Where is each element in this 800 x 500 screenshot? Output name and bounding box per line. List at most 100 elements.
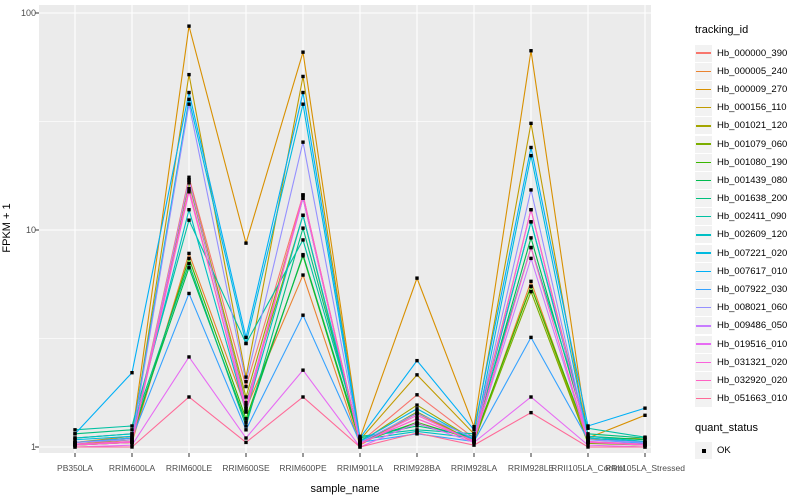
data-point (415, 421, 419, 425)
data-point (130, 445, 134, 449)
legend-label: Hb_000156_110 (717, 102, 787, 114)
series-color-line-icon (696, 325, 711, 327)
data-point (244, 375, 248, 379)
data-point (73, 445, 77, 449)
data-point (301, 226, 305, 230)
legend-entry-Hb_001080_190: Hb_001080_190 (695, 153, 799, 171)
legend-entry-Hb_001079_060: Hb_001079_060 (695, 135, 799, 153)
data-point (244, 424, 248, 428)
data-point (415, 417, 419, 421)
data-point (244, 384, 248, 389)
data-point (130, 438, 134, 442)
legend-label: Hb_002609_120 (717, 229, 788, 241)
data-point (301, 368, 305, 372)
legend-entry-Hb_009486_050: Hb_009486_050 (695, 317, 799, 335)
data-point (187, 24, 191, 28)
data-point (529, 236, 533, 240)
data-point (529, 208, 533, 212)
legend-entry-Hb_051663_010: Hb_051663_010 (695, 390, 799, 408)
x-axis-title: sample_name (310, 483, 380, 495)
legend-key-swatch (695, 80, 712, 98)
data-point (643, 435, 647, 439)
data-point (301, 140, 305, 144)
data-point (187, 175, 191, 179)
data-point (301, 395, 305, 399)
data-point (529, 245, 533, 250)
data-point (244, 335, 248, 340)
legend-label: Hb_019516_010 (717, 338, 788, 350)
data-point (529, 335, 533, 340)
legend-label: Hb_001080_190 (717, 156, 788, 168)
legend-key-swatch (695, 390, 712, 408)
legend-entry-Hb_000156_110: Hb_000156_110 (695, 99, 799, 117)
data-point (529, 284, 533, 289)
data-point (73, 436, 77, 440)
legend: tracking_id Hb_000000_390 Hb_000005_240 Hb… (695, 24, 799, 460)
series-color-line-icon (696, 161, 711, 163)
data-point (187, 97, 191, 102)
data-point (73, 428, 77, 432)
data-point (187, 251, 191, 256)
series-color-line-icon (696, 361, 711, 363)
data-point (187, 395, 191, 399)
data-point (187, 291, 191, 296)
legend-entry-Hb_032920_020: Hb_032920_020 (695, 371, 799, 389)
data-point (244, 440, 248, 445)
data-point (643, 440, 647, 445)
data-point (244, 420, 248, 424)
data-point (529, 121, 533, 126)
data-point (301, 238, 305, 242)
data-point (244, 436, 248, 440)
data-point (415, 276, 419, 280)
data-point (187, 208, 191, 212)
data-point (244, 407, 248, 411)
data-point (73, 438, 77, 442)
data-point (586, 436, 590, 440)
data-point (73, 432, 77, 436)
data-point (244, 428, 248, 432)
quant-status-key (695, 442, 712, 460)
y-tick-label-10: 10 (25, 225, 36, 235)
data-point (187, 266, 191, 270)
series-color-line-icon (696, 106, 711, 109)
legend-entry-Hb_001021_120: Hb_001021_120 (695, 117, 799, 135)
legend-entry-Hb_008021_060: Hb_008021_060 (695, 299, 799, 317)
legend-label: Hb_000005_240 (717, 65, 788, 77)
legend-entry-Hb_000009_270: Hb_000009_270 (695, 80, 799, 98)
data-point (529, 395, 533, 399)
legend-key-swatch (695, 62, 712, 80)
data-point (586, 432, 590, 436)
data-point (301, 213, 305, 217)
data-point (472, 425, 476, 429)
data-point (529, 220, 533, 224)
data-point (415, 431, 419, 435)
legend-title-tracking-id: tracking_id (695, 24, 749, 36)
data-point (187, 218, 191, 222)
point-icon (701, 448, 706, 453)
data-point (415, 411, 419, 415)
legend-label: Hb_032920_020 (717, 374, 788, 386)
legend-key-swatch (695, 262, 712, 280)
data-point (586, 424, 590, 428)
legend-key-swatch (695, 226, 712, 244)
data-point (301, 273, 305, 277)
series-color-line-icon (696, 197, 711, 200)
data-point (529, 145, 533, 150)
data-point (586, 445, 590, 449)
legend-label: Hb_007922_030 (717, 284, 788, 296)
data-point (415, 403, 419, 407)
data-point (130, 443, 134, 447)
legend-key-swatch (695, 281, 712, 299)
legend-label: Hb_000000_390 (717, 47, 788, 59)
series-color-line-icon (696, 343, 711, 345)
data-point (472, 428, 476, 432)
data-point (415, 373, 419, 377)
legend-label-ok: OK (717, 445, 731, 457)
legend-key-swatch (695, 190, 712, 208)
legend-entry-Hb_007617_010: Hb_007617_010 (695, 262, 799, 280)
data-point (358, 436, 362, 440)
data-point (358, 441, 362, 446)
data-point (643, 406, 647, 410)
series-color-line-icon (696, 216, 711, 218)
series-color-line-icon (696, 125, 711, 127)
